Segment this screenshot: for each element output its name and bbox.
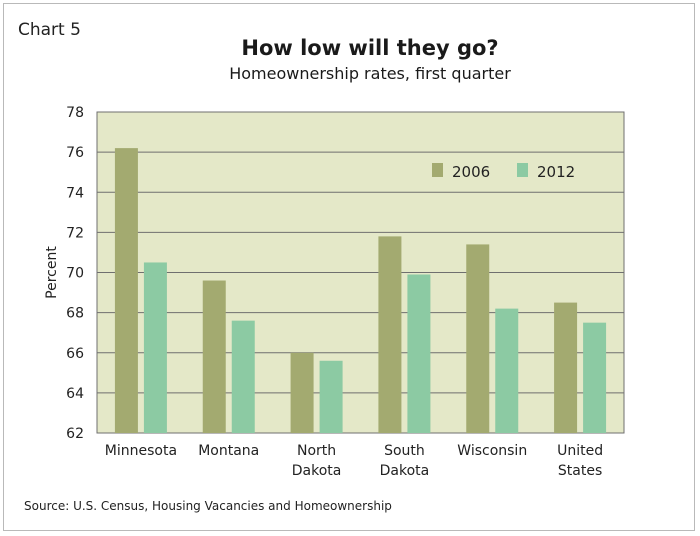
x-tick-label: South xyxy=(384,443,425,459)
x-tick-label: Wisconsin xyxy=(457,443,527,459)
legend: 2006 2012 xyxy=(432,163,575,181)
x-tick-label: Minnesota xyxy=(105,443,177,459)
bar-2006-1 xyxy=(202,280,226,433)
bar-2012-5 xyxy=(583,322,607,433)
x-tick-label: North xyxy=(297,443,336,459)
x-tick-label: States xyxy=(558,463,602,479)
y-tick-label: 64 xyxy=(66,386,84,402)
bar-2012-0 xyxy=(143,262,167,433)
bar-2012-4 xyxy=(495,308,519,433)
bar-2012-3 xyxy=(407,274,431,433)
legend-swatch-2006 xyxy=(432,163,443,177)
bar-2006-2 xyxy=(290,352,314,433)
y-tick-label: 78 xyxy=(66,105,84,121)
chart-subtitle: Homeownership rates, first quarter xyxy=(229,64,511,83)
y-tick-label: 68 xyxy=(66,306,84,322)
bar-2006-5 xyxy=(554,302,578,433)
y-tick-label: 72 xyxy=(66,225,84,241)
legend-label-2012: 2012 xyxy=(537,163,575,181)
x-axis-ticks: Minnesota Montana North Dakota South Dakota Wi… xyxy=(105,443,603,479)
bar-2012-1 xyxy=(231,320,255,433)
y-tick-label: 62 xyxy=(66,426,84,442)
bars xyxy=(114,148,607,434)
x-tick-label: United xyxy=(557,443,603,459)
x-tick-label: Dakota xyxy=(292,463,342,479)
chart-label: Chart 5 xyxy=(18,20,81,40)
bar-2006-0 xyxy=(114,148,138,434)
y-tick-label: 74 xyxy=(66,185,84,201)
bar-2006-3 xyxy=(378,236,402,433)
legend-label-2006: 2006 xyxy=(452,163,490,181)
source-note: Source: U.S. Census, Housing Vacancies a… xyxy=(24,499,392,513)
bar-2012-2 xyxy=(319,360,343,433)
y-tick-label: 70 xyxy=(66,266,84,282)
gridlines xyxy=(97,111,624,434)
y-axis-label: Percent xyxy=(44,246,60,299)
x-tick-label: Dakota xyxy=(380,463,430,479)
y-axis-ticks: 62 64 66 68 70 72 74 76 78 xyxy=(66,105,84,442)
y-tick-label: 66 xyxy=(66,346,84,362)
chart-title: How low will they go? xyxy=(241,36,498,60)
legend-swatch-2012 xyxy=(517,163,528,177)
bar-2006-4 xyxy=(466,244,490,433)
x-tick-label: Montana xyxy=(198,443,259,459)
y-tick-label: 76 xyxy=(66,145,84,161)
